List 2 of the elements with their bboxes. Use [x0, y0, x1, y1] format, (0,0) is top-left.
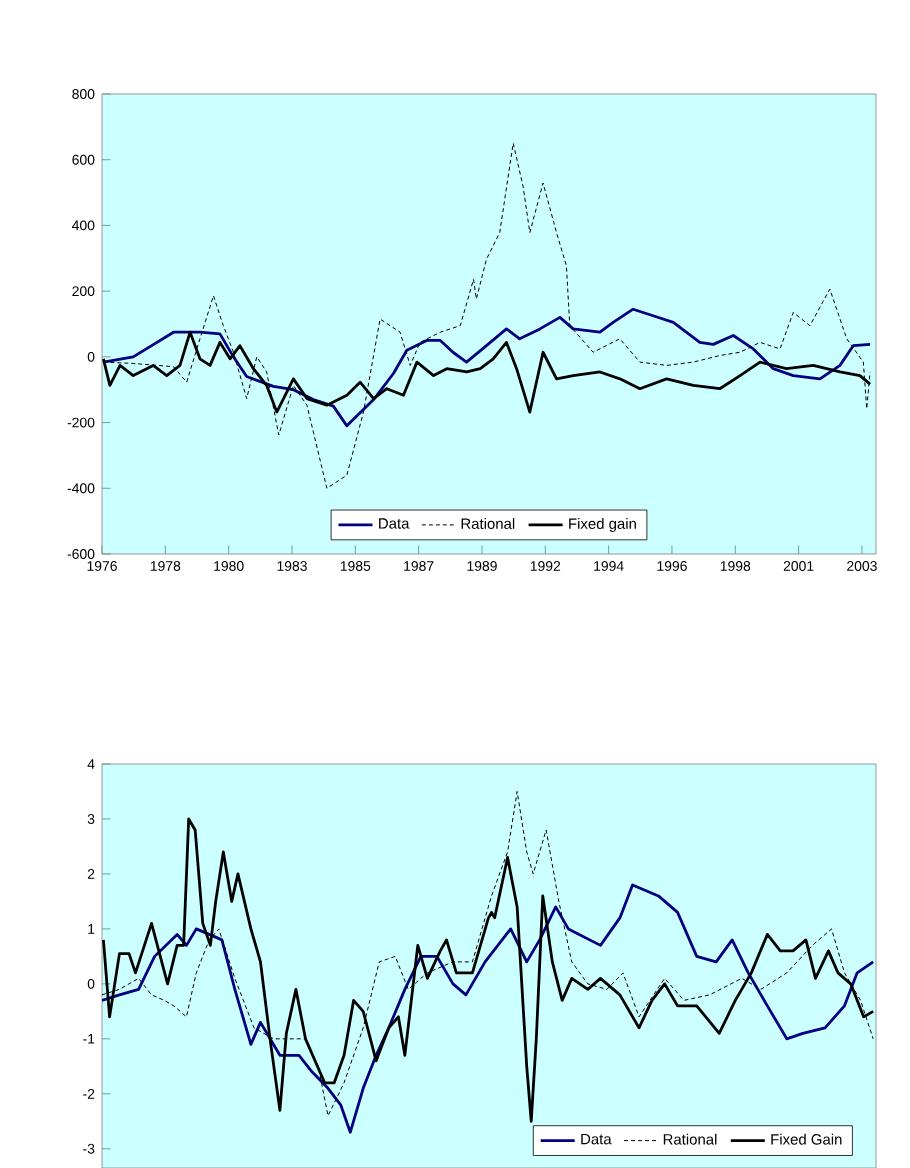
- line-series: [102, 307, 872, 428]
- line-series: [102, 883, 875, 1134]
